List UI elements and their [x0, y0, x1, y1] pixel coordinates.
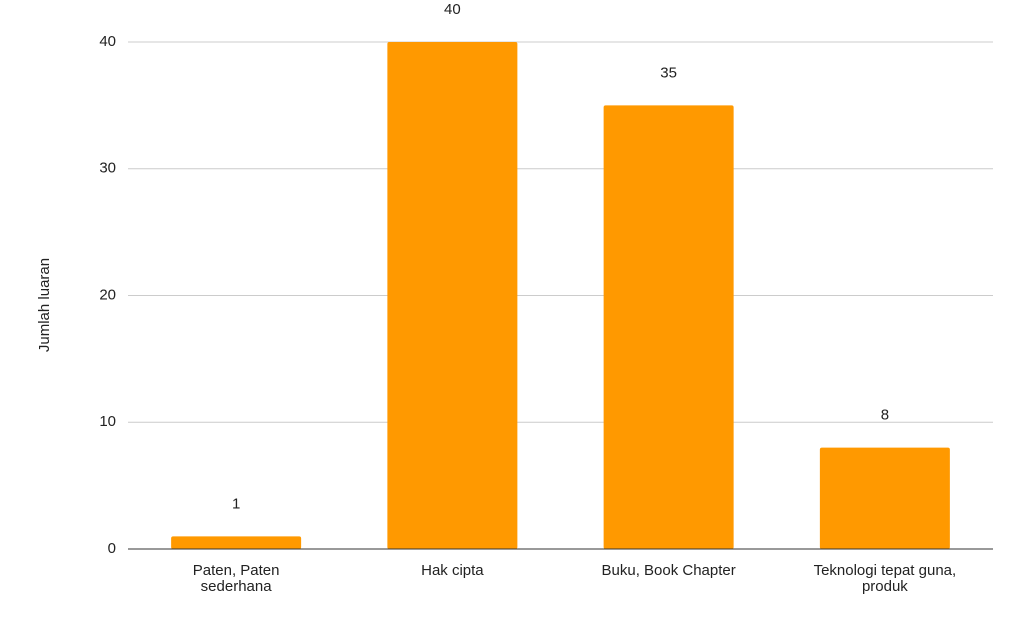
- data-label: 1: [232, 495, 240, 512]
- bar: [819, 447, 950, 549]
- y-tick-label: 20: [99, 286, 116, 303]
- bar: [603, 105, 734, 549]
- data-label: 35: [660, 64, 677, 81]
- y-tick-label: 10: [99, 413, 116, 430]
- bar: [171, 536, 302, 549]
- y-axis-title: Jumlah luaran: [36, 258, 53, 352]
- y-tick-label: 30: [99, 160, 116, 177]
- x-tick-label: Buku, Book Chapter: [601, 562, 736, 579]
- x-tick-label: Hak cipta: [421, 562, 484, 579]
- x-tick-label: Paten, Paten sederhana: [192, 562, 280, 595]
- y-tick-label: 0: [108, 540, 116, 557]
- data-label: 8: [881, 407, 889, 424]
- x-tick-label: Teknologi tepat guna, produk: [813, 562, 957, 595]
- data-label: 40: [444, 1, 461, 18]
- y-tick-label: 40: [99, 33, 116, 50]
- bar: [387, 42, 518, 549]
